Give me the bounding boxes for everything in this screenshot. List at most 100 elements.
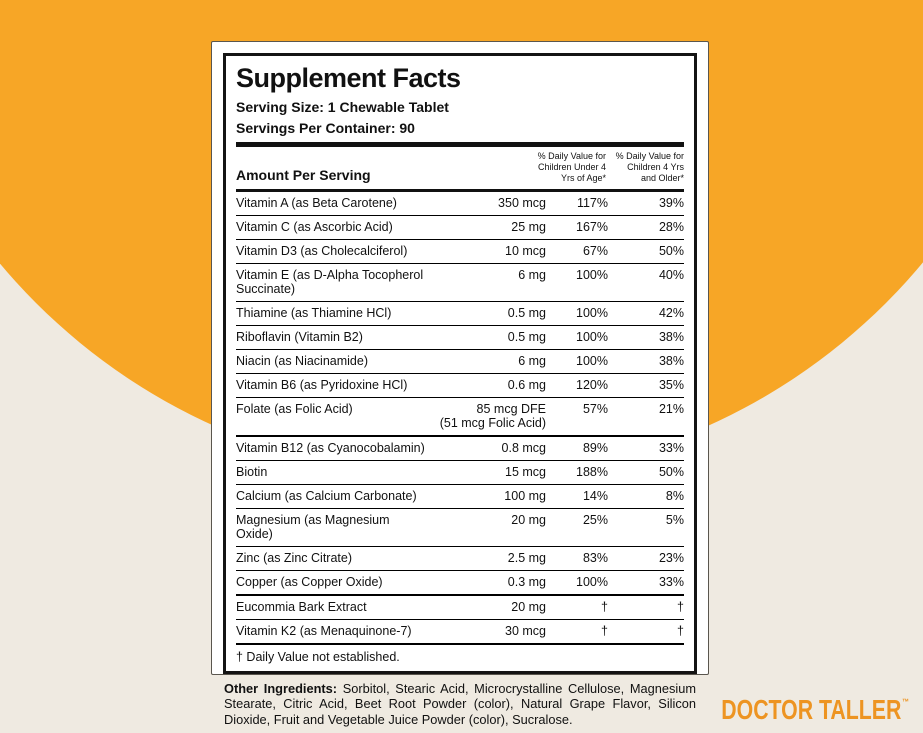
- nutrient-amount-note: (51 mcg Folic Acid): [439, 415, 546, 430]
- dv-over4-value: 21%: [658, 401, 684, 416]
- dv-under4-value: 100%: [576, 267, 608, 282]
- nutrient-name: Eucommia Bark Extract: [236, 599, 367, 614]
- nutrient-name: Vitamin B12 (as Cyanocobalamin): [236, 440, 425, 455]
- nutrient-name: Vitamin E (as D-Alpha Tocopherol Succina…: [236, 267, 424, 296]
- nutrient-amount-main: 85 mcg DFE: [476, 401, 546, 416]
- other-ingredients-label: Other Ingredients:: [224, 680, 338, 696]
- nutrient-amount: 6 mg: [518, 267, 546, 282]
- table-row-vitamin-k2: Vitamin K2 (as Menaquinone-7) 30 mcg † †: [236, 618, 684, 643]
- medium-divider: [236, 188, 684, 192]
- table-row-vitamin-b12: Vitamin B12 (as Cyanocobalamin) 0.8 mcg …: [236, 434, 684, 460]
- nutrient-name: Vitamin D3 (as Cholecalciferol): [236, 243, 408, 258]
- dv-under4-value: 57%: [582, 401, 608, 416]
- dv-over4-value: 33%: [658, 574, 684, 589]
- nutrient-amount: 0.6 mg: [507, 377, 546, 392]
- nutrient-name: Vitamin A (as Beta Carotene): [236, 195, 397, 210]
- dv-footnote: † Daily Value not established.: [236, 642, 684, 671]
- table-row-vitamin-e: Vitamin E (as D-Alpha Tocopherol Succina…: [236, 262, 684, 301]
- dv-under4-value: 89%: [582, 440, 608, 455]
- nutrient-amount: 25 mg: [511, 219, 546, 234]
- dv-over4-value: 42%: [658, 305, 684, 320]
- dv-under4-value: 167%: [576, 219, 608, 234]
- nutrient-amount: 350 mcg: [498, 195, 546, 210]
- nutrient-amount: 20 mg: [511, 512, 546, 527]
- amount-per-serving-header: Amount Per Serving: [236, 166, 371, 183]
- nutrient-amount: 0.5 mg: [507, 329, 546, 344]
- supplement-label-card: Supplement Facts Serving Size: 1 Chewabl…: [211, 41, 709, 727]
- table-row-niacin: Niacin (as Niacinamide) 6 mg 100% 38%: [236, 348, 684, 373]
- dv-over4-value: †: [677, 599, 684, 614]
- dv-over4-value: 39%: [658, 195, 684, 210]
- nutrient-amount: 30 mcg: [505, 623, 546, 638]
- nutrient-amount: 0.5 mg: [507, 305, 546, 320]
- nutrient-name: Vitamin C (as Ascorbic Acid): [236, 219, 393, 234]
- nutrient-name: Calcium (as Calcium Carbonate): [236, 488, 417, 503]
- nutrient-amount: 0.3 mg: [507, 574, 546, 589]
- nutrient-amount: 100 mg: [504, 488, 546, 503]
- dv-header-under4: % Daily Value for Children Under 4 Yrs o…: [537, 150, 606, 183]
- dv-under4-value: 100%: [576, 574, 608, 589]
- nutrient-name: Folate (as Folic Acid): [236, 401, 353, 416]
- nutrient-name: Niacin (as Niacinamide): [236, 353, 368, 368]
- brand-logo: DOCTOR TALLER™: [721, 696, 909, 724]
- nutrient-name: Vitamin K2 (as Menaquinone-7): [236, 623, 412, 638]
- dv-under4-value: 100%: [576, 329, 608, 344]
- dv-under4-value: 25%: [582, 512, 608, 527]
- dv-over4-value: 28%: [658, 219, 684, 234]
- table-header-row: Amount Per Serving % Daily Value for Chi…: [236, 147, 684, 187]
- supplement-facts-panel: Supplement Facts Serving Size: 1 Chewabl…: [223, 53, 697, 674]
- table-row-folate: Folate (as Folic Acid) 85 mcg DFE (51 mcg…: [236, 396, 684, 435]
- dv-over4-value: 23%: [658, 550, 684, 565]
- dv-over4-value: 40%: [658, 267, 684, 282]
- table-row-vitamin-a: Vitamin A (as Beta Carotene) 350 mcg 117…: [236, 192, 684, 215]
- table-row-zinc: Zinc (as Zinc Citrate) 2.5 mg 83% 23%: [236, 545, 684, 570]
- table-row-eucommia-bark: Eucommia Bark Extract 20 mg † †: [236, 593, 684, 619]
- dv-over4-value: 38%: [658, 353, 684, 368]
- dv-over4-value: 50%: [658, 243, 684, 258]
- dv-under4-value: 14%: [582, 488, 608, 503]
- servings-per-container: Servings Per Container: 90: [236, 120, 415, 136]
- dv-under4-value: 188%: [576, 464, 608, 479]
- nutrient-name: Copper (as Copper Oxide): [236, 574, 383, 589]
- table-row-biotin: Biotin 15 mcg 188% 50%: [236, 459, 684, 484]
- dv-over4-value: 8%: [665, 488, 684, 503]
- nutrient-name: Riboflavin (Vitamin B2): [236, 329, 363, 344]
- dv-under4-value: †: [601, 623, 608, 638]
- table-row-vitamin-d3: Vitamin D3 (as Cholecalciferol) 10 mcg 6…: [236, 238, 684, 263]
- dv-under4-value: 100%: [576, 305, 608, 320]
- nutrient-name: Biotin: [236, 464, 268, 479]
- dv-under4-value: †: [601, 599, 608, 614]
- dv-under4-value: 100%: [576, 353, 608, 368]
- nutrient-amount: 2.5 mg: [507, 550, 546, 565]
- nutrient-name: Vitamin B6 (as Pyridoxine HCl): [236, 377, 408, 392]
- nutrient-amount: 6 mg: [518, 353, 546, 368]
- trademark-symbol: ™: [902, 697, 909, 707]
- table-row-calcium: Calcium (as Calcium Carbonate) 100 mg 14…: [236, 483, 684, 508]
- dv-over4-value: 38%: [658, 329, 684, 344]
- brand-name: DOCTOR TALLER: [721, 694, 902, 725]
- dv-over4-value: 35%: [658, 377, 684, 392]
- table-row-magnesium: Magnesium (as Magnesium Oxide) 20 mg 25%…: [236, 507, 684, 546]
- table-row-vitamin-b6: Vitamin B6 (as Pyridoxine HCl) 0.6 mg 12…: [236, 372, 684, 397]
- other-ingredients: Other Ingredients: Sorbitol, Stearic Aci…: [223, 681, 697, 728]
- nutrient-name: Thiamine (as Thiamine HCl): [236, 305, 392, 320]
- serving-size: Serving Size: 1 Chewable Tablet: [236, 99, 449, 115]
- table-row-thiamine: Thiamine (as Thiamine HCl) 0.5 mg 100% 4…: [236, 300, 684, 325]
- other-ingredients-text: Sorbitol, Stearic Acid, Microcrystalline…: [224, 680, 697, 727]
- dv-under4-value: 117%: [576, 195, 608, 210]
- table-row-riboflavin: Riboflavin (Vitamin B2) 0.5 mg 100% 38%: [236, 324, 684, 349]
- nutrient-amount: 10 mcg: [505, 243, 546, 258]
- dv-over4-value: 5%: [665, 512, 684, 527]
- nutrient-amount: 15 mcg: [505, 464, 546, 479]
- nutrient-amount: 20 mg: [511, 599, 546, 614]
- dv-under4-value: 120%: [576, 377, 608, 392]
- dv-header-over4: % Daily Value for Children 4 Yrs and Old…: [615, 150, 684, 183]
- nutrient-amount: 0.8 mcg: [501, 440, 546, 455]
- dv-under4-value: 83%: [582, 550, 608, 565]
- nutrient-name: Zinc (as Zinc Citrate): [236, 550, 352, 565]
- table-row-copper: Copper (as Copper Oxide) 0.3 mg 100% 33%: [236, 569, 684, 594]
- panel-title: Supplement Facts: [236, 63, 461, 93]
- nutrient-amount: 85 mcg DFE (51 mcg Folic Acid): [428, 402, 546, 430]
- dv-over4-value: 33%: [658, 440, 684, 455]
- thick-divider: [236, 142, 684, 147]
